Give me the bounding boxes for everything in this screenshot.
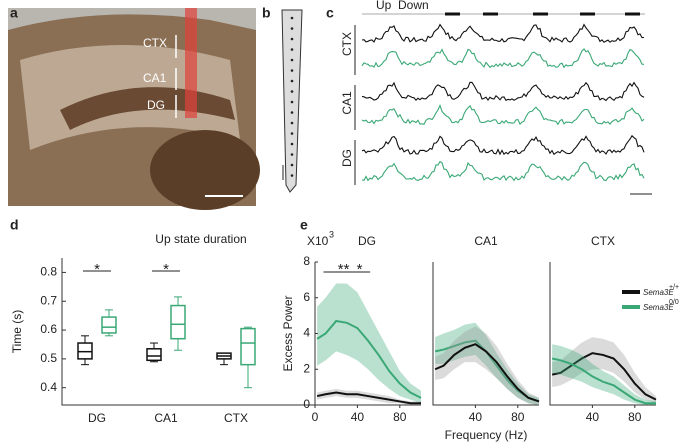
y-tick-label: 6 [303, 290, 310, 304]
box [146, 348, 162, 362]
x-tick-label: 80 [628, 410, 642, 424]
panel-label: a [10, 5, 18, 21]
trace [361, 104, 645, 126]
box [170, 304, 186, 340]
probe-site [290, 48, 294, 51]
y-tick-label: 4 [303, 326, 310, 340]
state-label: Down [398, 0, 429, 12]
line [316, 391, 421, 405]
legend-superscript: 0/0 [669, 299, 679, 306]
probe-site [290, 90, 294, 93]
y-tick-label: 0.5 [40, 351, 57, 365]
chart-title: CTX [591, 234, 615, 248]
y-tick-label: 8 [303, 254, 310, 268]
chart-title: Up state duration [155, 232, 246, 246]
region-label: CTX [340, 32, 354, 56]
x-tick-label: DG [88, 411, 106, 425]
probe-site [290, 163, 294, 167]
x-tick-label: 40 [351, 410, 365, 424]
lfp-traces [361, 23, 645, 182]
probe-site [290, 111, 294, 114]
y-multiplier-exponent: 3 [329, 229, 334, 239]
probe-site [290, 69, 294, 72]
significance-label: * [163, 261, 169, 278]
y-tick-label: 0.8 [40, 265, 57, 279]
y-tick-label: 2 [303, 361, 310, 375]
x-tick-label: CA1 [154, 411, 178, 425]
chart-title: CA1 [474, 234, 498, 248]
probe-site [290, 121, 294, 125]
chart-title: DG [358, 234, 376, 248]
region-label: DG [340, 149, 354, 167]
probe-site [290, 79, 294, 83]
panel-label: e [300, 217, 308, 233]
y-axis-label: Excess Power [281, 295, 295, 371]
box [101, 316, 117, 334]
error-band [435, 326, 539, 405]
x-tick-label: 80 [393, 410, 407, 424]
legend-label: Sema3E [643, 288, 674, 297]
y-tick-label: 0.6 [40, 322, 57, 336]
trace [361, 48, 645, 69]
trace [361, 160, 645, 182]
box [240, 327, 256, 366]
probe-site [290, 100, 294, 104]
line [316, 319, 422, 399]
panel-label: b [262, 5, 271, 21]
error-band [552, 337, 656, 404]
legend-superscript: +/+ [669, 284, 679, 291]
region-label: CA1 [143, 71, 167, 85]
x-tick-label: 0 [312, 410, 319, 424]
trace [361, 23, 645, 43]
significance-label: ** [338, 261, 350, 278]
x-axis-label: Frequency (Hz) [445, 428, 528, 442]
probe-diagram [281, 9, 303, 193]
axis [549, 262, 656, 406]
trace [361, 81, 645, 102]
y-multiplier: X10 [307, 234, 329, 248]
y-axis-label: Time (s) [10, 310, 24, 354]
y-tick-label: 0.4 [40, 380, 57, 394]
probe-site [290, 132, 294, 135]
line [434, 343, 540, 403]
x-tick-label: 40 [469, 410, 483, 424]
significance-label: * [94, 261, 100, 278]
panel-label: c [326, 5, 334, 21]
line [551, 352, 657, 401]
probe-site [290, 142, 294, 146]
x-tick-label: 80 [511, 410, 525, 424]
y-tick-label: 0 [303, 397, 310, 411]
axis [61, 258, 320, 406]
legend-label: Sema3E [643, 303, 674, 312]
y-tick-label: 0.7 [40, 293, 57, 307]
region-label: CTX [143, 36, 167, 50]
probe-site [290, 16, 294, 20]
line [551, 357, 656, 405]
probe-site [290, 153, 294, 156]
axis [432, 262, 539, 406]
region-label: CA1 [340, 91, 354, 115]
state-label: Up [376, 0, 392, 12]
histology-image [8, 8, 260, 210]
probe-site [290, 58, 294, 62]
probe-site [290, 174, 294, 177]
panel-label: d [10, 217, 19, 233]
trace [361, 134, 645, 156]
x-tick-label: 40 [586, 410, 600, 424]
x-tick-label: CTX [224, 411, 248, 425]
error-band [552, 344, 656, 405]
probe-site [290, 37, 294, 41]
probe-site [290, 27, 294, 30]
region-label: DG [147, 98, 165, 112]
significance-label: * [357, 261, 363, 278]
